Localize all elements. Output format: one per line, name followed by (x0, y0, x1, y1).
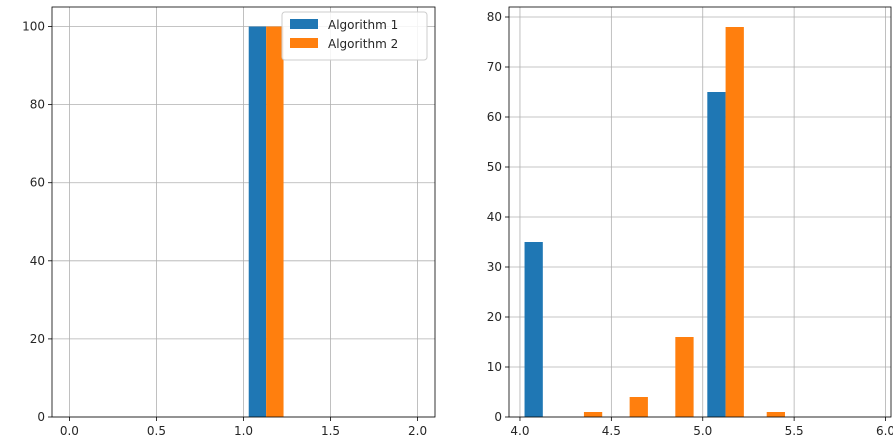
legend: Algorithm 1 Algorithm 2 (281, 11, 428, 61)
y-tick-label: 0 (494, 410, 502, 424)
x-tick-label: 6.0 (876, 424, 893, 438)
x-tick-label: 4.5 (602, 424, 621, 438)
y-tick-label: 80 (487, 10, 502, 24)
bar-algorithm-2 (266, 26, 284, 418)
bar-algorithm-1 (524, 242, 543, 417)
x-tick-label: 5.0 (693, 424, 712, 438)
bar-algorithm-1 (248, 26, 267, 418)
y-tick-label: 30 (487, 260, 502, 274)
x-tick-label: 2.0 (408, 424, 427, 438)
y-tick-label: 80 (30, 98, 45, 112)
y-tick-label: 0 (37, 410, 45, 424)
y-tick-label: 60 (30, 176, 45, 190)
legend-swatch (290, 19, 318, 29)
y-tick-label: 100 (22, 20, 45, 34)
x-tick-label: 4.0 (510, 424, 529, 438)
x-tick-label: 1.5 (321, 424, 340, 438)
y-tick-label: 70 (487, 60, 502, 74)
y-tick-label: 20 (30, 332, 45, 346)
legend-label: Algorithm 2 (328, 37, 398, 51)
x-tick-label: 1.0 (234, 424, 253, 438)
x-tick-label: 0.5 (147, 424, 166, 438)
bar-algorithm-2 (725, 27, 744, 417)
y-tick-label: 50 (487, 160, 502, 174)
x-tick-label: 5.5 (785, 424, 804, 438)
bar-algorithm-2 (583, 412, 603, 417)
bar-algorithm-2 (675, 337, 694, 417)
y-tick-label: 40 (30, 254, 45, 268)
bar-algorithm-2 (629, 397, 648, 417)
legend-box (281, 11, 428, 61)
right-chart-panel: 4.0 4.5 5.0 5.5 6.0 0 10 20 30 40 50 60 70 80 (487, 6, 893, 438)
bar-algorithm-1 (707, 92, 726, 417)
y-tick-label: 20 (487, 310, 502, 324)
x-tick-label: 0.0 (60, 424, 79, 438)
bar-algorithm-2 (766, 412, 785, 417)
y-tick-label: 40 (487, 210, 502, 224)
y-tick-label: 10 (487, 360, 502, 374)
legend-swatch (290, 38, 318, 48)
y-tick-label: 60 (487, 110, 502, 124)
axes-frame (508, 6, 892, 418)
legend-label: Algorithm 1 (328, 18, 398, 32)
